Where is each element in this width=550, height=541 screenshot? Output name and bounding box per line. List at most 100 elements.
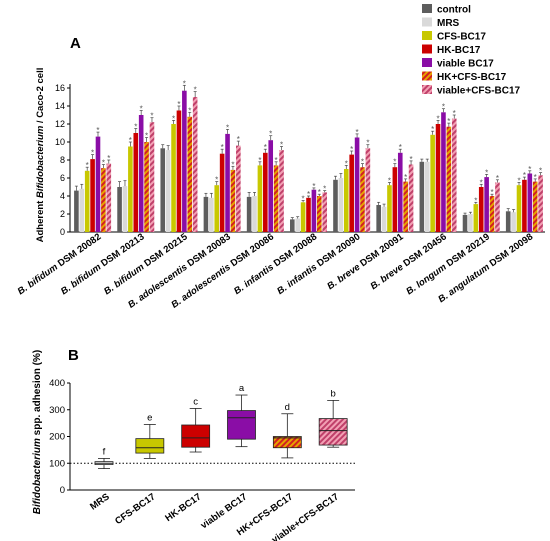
significance-mark: * bbox=[226, 123, 229, 132]
legend-swatch bbox=[422, 85, 432, 94]
chart-a-ylabel: Adherent Bifidobacterium / Caco-2 cell bbox=[35, 68, 46, 243]
bar-mrs bbox=[252, 196, 257, 232]
bar-viable-cfs-bc17 bbox=[408, 164, 414, 232]
chart-a-ytick-label: 16 bbox=[55, 83, 65, 93]
significance-mark: * bbox=[280, 141, 283, 150]
box-rect bbox=[181, 424, 211, 448]
legend-item-cfs-bc17: CFS-BC17 bbox=[422, 31, 486, 43]
legend-swatch bbox=[422, 4, 432, 13]
significance-mark: * bbox=[318, 188, 321, 197]
bar-viable-bc17 bbox=[95, 136, 101, 232]
bar-group-dsm-20086: ***** bbox=[246, 130, 284, 232]
significance-mark: * bbox=[215, 176, 218, 185]
bar-viable-cfs-bc17 bbox=[192, 97, 198, 232]
bar-cfs-bc17 bbox=[516, 185, 522, 232]
box-rect bbox=[318, 418, 348, 446]
bar-cfs-bc17 bbox=[257, 165, 263, 232]
bar-hk-bc17 bbox=[306, 197, 311, 232]
bar-group-dsm-20091: ***** bbox=[376, 143, 414, 232]
chart-b-ylabel: Bifidobacterium spp. adhesion (%) bbox=[32, 350, 43, 514]
bar-cfs-bc17 bbox=[214, 185, 220, 232]
chart-a-ytick-label: 8 bbox=[60, 155, 65, 165]
significance-mark: * bbox=[345, 159, 348, 168]
bar-control bbox=[505, 211, 511, 232]
bar-control bbox=[117, 187, 122, 232]
bar-cfs-bc17 bbox=[473, 204, 479, 232]
bar-hk-cfs-bc17 bbox=[489, 196, 495, 232]
significance-mark: * bbox=[140, 105, 143, 114]
bar-group-dsm-20090: ***** bbox=[333, 128, 371, 232]
significance-mark: * bbox=[361, 158, 364, 167]
significance-mark: * bbox=[388, 177, 391, 186]
significance-letter: b bbox=[331, 388, 336, 399]
legend-label: viable+CFS-BC17 bbox=[437, 86, 521, 97]
bar-control bbox=[419, 161, 425, 232]
legend-label: CFS-BC17 bbox=[437, 32, 486, 43]
bar-group-dsm-20082: **** * bbox=[74, 126, 112, 232]
bar-control bbox=[203, 196, 209, 232]
bar-hk-bc17 bbox=[522, 179, 527, 232]
bar-hk-cfs-bc17 bbox=[144, 142, 149, 232]
bar-cfs-bc17 bbox=[128, 146, 133, 232]
significance-mark: * bbox=[399, 143, 402, 152]
significance-mark: * bbox=[431, 125, 434, 134]
chart-b-ytick-label: 400 bbox=[49, 378, 65, 389]
legend-item-hk-cfs-bc17: HK+CFS-BC17 bbox=[422, 71, 507, 83]
legend-swatch bbox=[422, 71, 432, 81]
bar-mrs bbox=[424, 161, 430, 232]
bar-hk-cfs-bc17 bbox=[532, 181, 538, 232]
chart-a-xtick-label: B. breve DSM 20456 bbox=[368, 231, 448, 292]
legend-label: control bbox=[437, 5, 471, 16]
bar-viable-bc17 bbox=[527, 173, 533, 232]
significance-mark: * bbox=[480, 178, 483, 187]
significance-mark: * bbox=[523, 171, 526, 180]
chart-b-boxes: f e c a d b bbox=[94, 383, 348, 470]
chart-b-xtick-label: MRS bbox=[88, 491, 112, 512]
bar-cfs-bc17 bbox=[300, 202, 306, 232]
chart-a-legend: control MRS CFS-BC17 HK-BC17 viable BC17 HK+C… bbox=[422, 4, 521, 97]
significance-mark: * bbox=[442, 103, 445, 112]
box-rect bbox=[227, 410, 256, 440]
significance-mark: * bbox=[275, 156, 278, 165]
bar-hk-bc17 bbox=[435, 124, 441, 232]
bar-control bbox=[333, 179, 338, 232]
significance-letter: c bbox=[193, 396, 198, 407]
chart-b-xtick-label: CFS-BC17 bbox=[113, 491, 157, 527]
significance-mark: * bbox=[107, 154, 110, 163]
significance-mark: * bbox=[312, 182, 315, 191]
chart-b: Bifidobacterium spp. adhesion (%) 0 100 20… bbox=[32, 350, 355, 541]
significance-letter: f bbox=[103, 446, 106, 457]
bar-hk-bc17 bbox=[478, 187, 484, 232]
chart-a-ytick-label: 2 bbox=[60, 209, 65, 219]
significance-mark: * bbox=[145, 132, 148, 141]
legend-swatch bbox=[422, 31, 432, 40]
chart-a-bars: **** ****** **************** *** ***********… bbox=[74, 79, 543, 232]
significance-mark: * bbox=[404, 173, 407, 182]
significance-mark: * bbox=[447, 117, 450, 126]
bar-mrs bbox=[381, 206, 387, 232]
box-cfs-bc17: e bbox=[135, 412, 165, 459]
legend-swatch bbox=[422, 58, 432, 67]
chart-a-ytick-label: 12 bbox=[55, 119, 65, 129]
bar-viable-cfs-bc17 bbox=[322, 192, 327, 232]
legend-swatch bbox=[422, 17, 432, 27]
bar-viable-bc17 bbox=[225, 133, 230, 232]
bar-mrs bbox=[209, 197, 214, 232]
bar-hk-bc17 bbox=[263, 152, 268, 232]
bar-viable-bc17 bbox=[268, 140, 274, 232]
significance-mark: * bbox=[129, 136, 132, 145]
chart-b-y-axis: 0 100 200 300 400 bbox=[49, 378, 355, 496]
chart-a: Adherent Bifidobacterium / Caco-2 cell 0… bbox=[16, 4, 545, 311]
significance-mark: * bbox=[528, 165, 531, 174]
significance-mark: * bbox=[539, 167, 542, 176]
significance-mark: * bbox=[237, 135, 240, 144]
bar-control bbox=[290, 219, 295, 232]
chart-a-ytick-label: 0 bbox=[60, 227, 65, 237]
significance-mark: * bbox=[453, 109, 456, 118]
legend-item-viable-cfs-bc17: viable+CFS-BC17 bbox=[422, 85, 521, 97]
significance-mark: * bbox=[485, 168, 488, 177]
significance-mark: * bbox=[188, 106, 191, 115]
bar-hk-cfs-bc17 bbox=[101, 168, 106, 232]
significance-mark: * bbox=[183, 79, 186, 88]
